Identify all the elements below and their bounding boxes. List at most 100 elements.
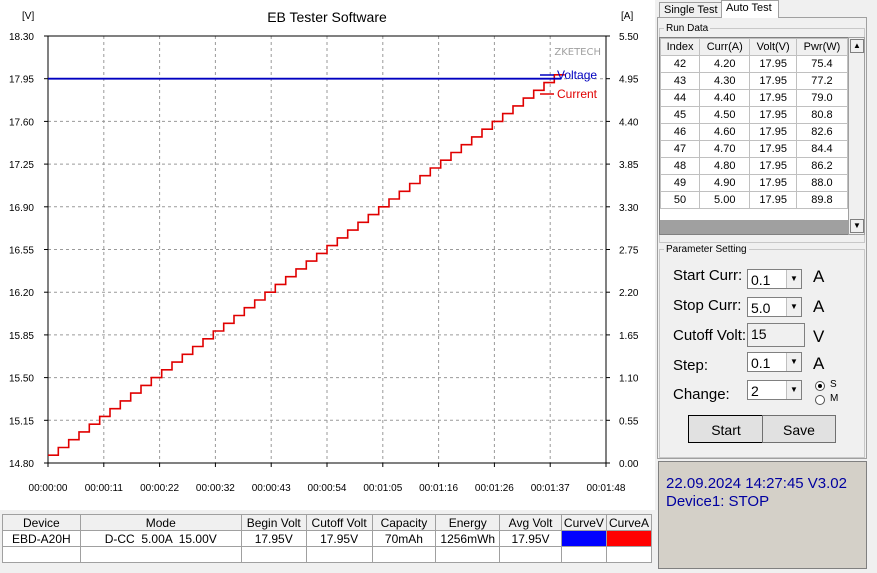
run-data-header-volt: Volt(V) [749, 38, 797, 56]
step-select[interactable]: 0.1 ▼ [747, 352, 802, 372]
run-data-curr: 4.30 [699, 72, 751, 90]
x-tick-label: 00:01:05 [363, 483, 402, 494]
left-tick-label: 16.90 [9, 203, 34, 214]
summary-mode: D-CC 5.00A 15.00V [79, 530, 242, 547]
tab-auto-test[interactable]: Auto Test [721, 0, 779, 18]
parameter-setting-title: Parameter Setting [666, 244, 747, 255]
run-data-table-box[interactable]: Index Curr(A) Volt(V) Pwr(W) 42 4.20 17.95… [659, 37, 849, 235]
run-data-row[interactable]: 44 4.40 17.95 79.0 [660, 89, 848, 107]
stop-curr-select[interactable]: 5.0 ▼ [747, 297, 802, 317]
parameter-setting-group: Parameter Setting [659, 244, 865, 458]
run-data-volt: 17.95 [749, 72, 797, 90]
run-data-scrollbar[interactable]: ▲ ▼ [848, 37, 865, 235]
step-value: 0.1 [751, 355, 771, 371]
brand-watermark: ZKETECH [554, 47, 601, 58]
right-axis-unit: [A] [621, 11, 633, 22]
radio-selected-dot [818, 384, 822, 388]
right-axis-ticks: 5.50 4.95 4.40 3.85 3.30 2.75 2.20 1.65 1.10 0.55… [606, 32, 639, 470]
run-data-pwr: 84.4 [795, 140, 848, 158]
left-tick-label: 17.60 [9, 117, 34, 128]
right-tick-label: 0.55 [619, 416, 639, 427]
cutoff-volt-input[interactable]: 15 [747, 323, 805, 347]
left-tick-label: 15.50 [9, 374, 34, 385]
right-tick-label: 3.85 [619, 160, 639, 171]
run-data-volt: 17.95 [749, 140, 797, 158]
right-tick-label: 1.10 [619, 374, 639, 385]
scroll-up-arrow-icon[interactable]: ▲ [850, 39, 864, 53]
chevron-down-icon[interactable]: ▼ [786, 298, 801, 316]
right-tick-label: 4.95 [619, 75, 639, 86]
tab-single-test[interactable]: Single Test [659, 2, 725, 18]
cutoff-volt-value: 15 [751, 326, 767, 342]
chevron-down-icon[interactable]: ▼ [786, 270, 801, 288]
summary-energy: 1256mWh [435, 530, 501, 547]
status-device-state: Device1: STOP [666, 493, 770, 510]
run-data-index: 49 [660, 174, 701, 192]
run-data-curr: 4.50 [699, 106, 751, 124]
summary-row[interactable]: EBD-A20H D-CC 5.00A 15.00V 17.95V 17.95V… [2, 530, 653, 547]
run-data-pwr: 89.8 [795, 191, 848, 209]
summary-empty-row [2, 546, 653, 563]
status-datetime-version: 22.09.2024 14:27:45 V3.02 [666, 475, 847, 492]
chevron-down-icon[interactable]: ▼ [786, 381, 801, 399]
save-button[interactable]: Save [762, 415, 836, 443]
run-data-header-row: Index Curr(A) Volt(V) Pwr(W) [660, 38, 848, 56]
run-data-pwr: 75.4 [795, 55, 848, 73]
stop-curr-value: 5.0 [751, 300, 771, 316]
run-data-row[interactable]: 48 4.80 17.95 86.2 [660, 157, 848, 175]
curve-a-color-swatch[interactable] [605, 530, 653, 547]
x-tick-label: 00:00:32 [196, 483, 235, 494]
run-data-curr: 4.90 [699, 174, 751, 192]
radio-seconds[interactable] [815, 381, 825, 391]
run-data-curr: 4.20 [699, 55, 751, 73]
change-select[interactable]: 2 ▼ [747, 380, 802, 400]
run-data-volt: 17.95 [749, 89, 797, 107]
left-tick-label: 15.15 [9, 416, 34, 427]
right-tick-label: 5.50 [619, 32, 639, 43]
start-curr-value: 0.1 [751, 272, 771, 288]
run-data-volt: 17.95 [749, 123, 797, 141]
chart-title: EB Tester Software [267, 9, 387, 25]
left-axis-unit: [V] [22, 11, 34, 22]
auto-test-panel: Run Data Index Curr(A) Volt(V) Pwr(W) 42… [657, 17, 867, 459]
legend-voltage-label: Voltage [557, 68, 597, 82]
left-tick-label: 15.85 [9, 331, 34, 342]
summary-header-energy: Energy [435, 514, 501, 531]
run-data-row[interactable]: 46 4.60 17.95 82.6 [660, 123, 848, 141]
run-data-curr: 4.80 [699, 157, 751, 175]
chevron-down-icon[interactable]: ▼ [786, 353, 801, 371]
radio-minutes[interactable] [815, 395, 825, 405]
summary-header-cutoff-volt: Cutoff Volt [305, 514, 373, 531]
curve-v-color-swatch[interactable] [560, 530, 607, 547]
left-tick-label: 16.20 [9, 288, 34, 299]
summary-header-curve-a: CurveA [605, 514, 653, 531]
run-data-pwr: 77.2 [795, 72, 848, 90]
run-data-row[interactable]: 50 5.00 17.95 89.8 [660, 191, 848, 209]
start-curr-select[interactable]: 0.1 ▼ [747, 269, 802, 289]
right-tick-label: 0.00 [619, 459, 639, 470]
radio-minutes-label: M [830, 393, 839, 404]
summary-begin-volt: 17.95V [240, 530, 307, 547]
run-data-pwr: 79.0 [795, 89, 848, 107]
run-data-index: 46 [660, 123, 701, 141]
start-button[interactable]: Start [688, 415, 764, 443]
run-data-row[interactable]: 45 4.50 17.95 80.8 [660, 106, 848, 124]
summary-cutoff-volt: 17.95V [305, 530, 373, 547]
left-tick-label: 17.95 [9, 75, 34, 86]
run-data-row[interactable]: 47 4.70 17.95 84.4 [660, 140, 848, 158]
x-tick-label: 00:01:26 [475, 483, 514, 494]
x-tick-label: 00:01:48 [587, 483, 626, 494]
right-tick-label: 4.40 [619, 117, 639, 128]
run-data-row[interactable]: 42 4.20 17.95 75.4 [660, 55, 848, 73]
scroll-down-arrow-icon[interactable]: ▼ [850, 219, 864, 233]
x-tick-label: 00:00:43 [252, 483, 291, 494]
run-data-row[interactable]: 49 4.90 17.95 88.0 [660, 174, 848, 192]
run-data-index: 43 [660, 72, 701, 90]
run-data-volt: 17.95 [749, 106, 797, 124]
run-data-row[interactable]: 43 4.30 17.95 77.2 [660, 72, 848, 90]
x-axis-ticks: 00:00:00 00:00:11 00:00:22 00:00:32 00:00:43… [29, 463, 626, 494]
summary-header-avg-volt: Avg Volt [499, 514, 562, 531]
run-data-curr: 4.40 [699, 89, 751, 107]
run-data-empty-area [660, 220, 848, 234]
chart-series [48, 74, 565, 456]
